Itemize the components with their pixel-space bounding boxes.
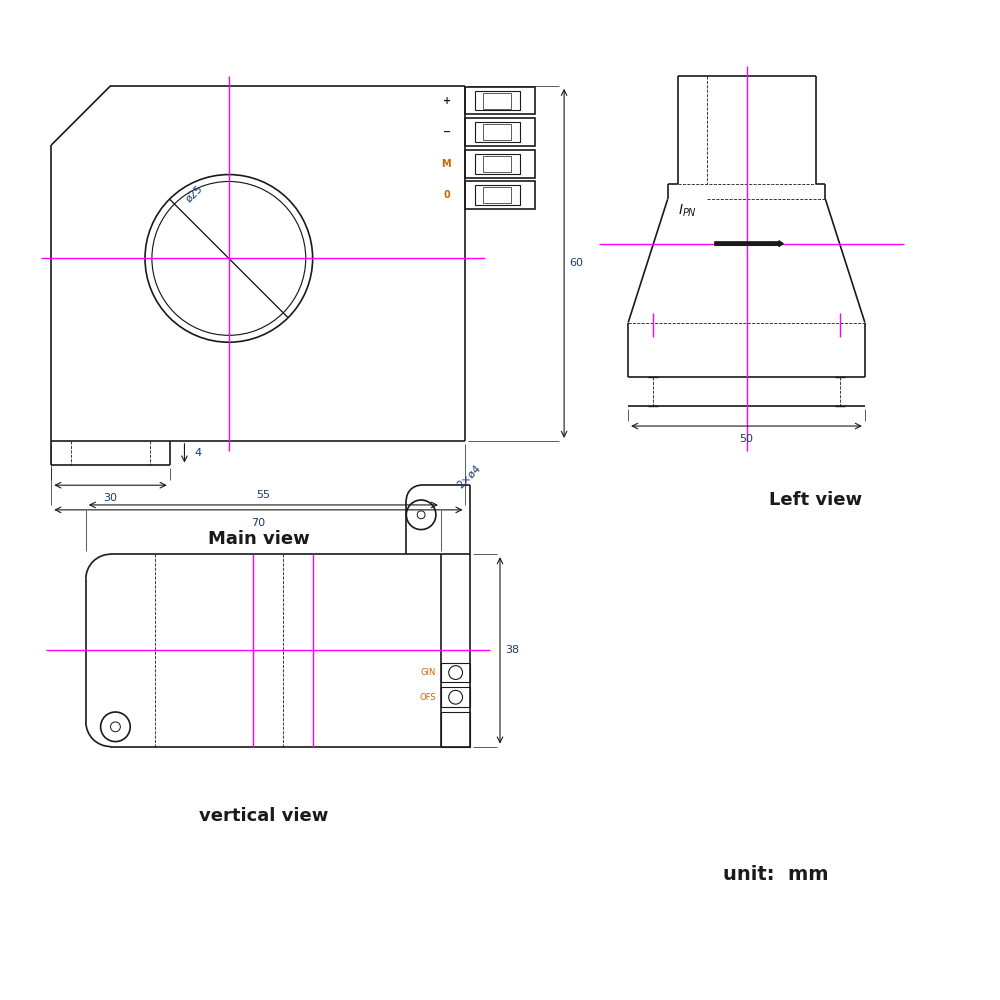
Text: Main view: Main view [208, 530, 309, 548]
Text: ø25: ø25 [184, 183, 205, 204]
Bar [483, 156, 511, 172]
Text: 60: 60 [569, 258, 583, 268]
Text: M: M [441, 159, 451, 169]
Text: OFS: OFS [419, 693, 436, 702]
Text: 50: 50 [740, 434, 754, 444]
FancyArrowPatch shape [715, 241, 783, 246]
Bar [483, 187, 511, 203]
Text: Left view: Left view [769, 491, 862, 509]
Text: 4: 4 [194, 448, 201, 458]
Bar [465, 118, 535, 146]
Bar [475, 185, 520, 205]
Bar [475, 91, 520, 110]
Text: −: − [443, 127, 451, 137]
Text: vertical view: vertical view [199, 807, 328, 825]
Bar [441, 663, 470, 682]
Bar [441, 712, 470, 747]
Text: 55: 55 [256, 490, 270, 500]
Text: 70: 70 [251, 518, 265, 528]
Text: +: + [443, 96, 451, 106]
Bar [441, 687, 470, 707]
Text: GIN: GIN [421, 668, 436, 677]
Bar [465, 181, 535, 209]
Text: $\mathit{I}_{PN}$: $\mathit{I}_{PN}$ [678, 203, 697, 219]
Bar [483, 124, 511, 140]
Bar [465, 150, 535, 178]
Text: 0: 0 [444, 190, 451, 200]
Bar [465, 87, 535, 114]
Bar [475, 122, 520, 142]
Text: 2×ø4: 2×ø4 [456, 463, 483, 490]
Bar [483, 93, 511, 109]
Text: 30: 30 [103, 493, 117, 503]
Text: unit:  mm: unit: mm [723, 865, 829, 884]
Bar [475, 154, 520, 174]
Text: 38: 38 [505, 645, 519, 655]
